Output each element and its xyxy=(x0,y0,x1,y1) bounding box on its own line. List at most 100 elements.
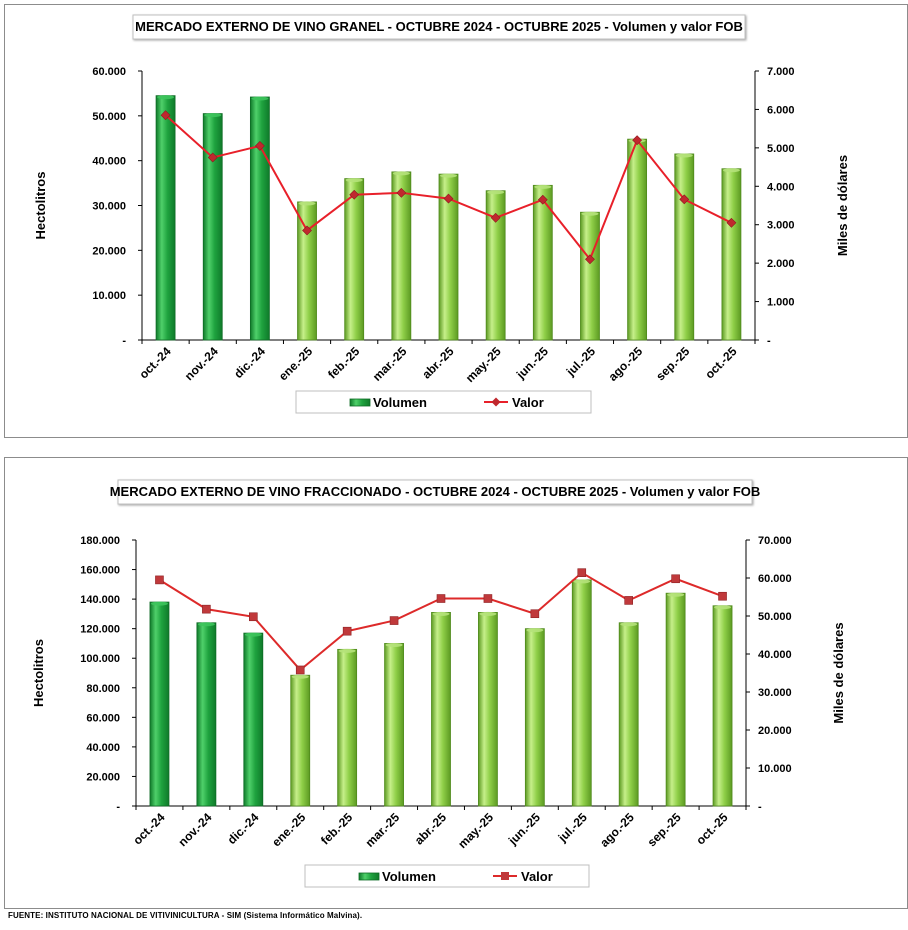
x-tick-label: mar.-25 xyxy=(370,344,410,384)
right-tick-label: 20.000 xyxy=(758,725,792,737)
bar-top-highlight xyxy=(338,648,356,653)
x-tick-label: jun.-25 xyxy=(505,810,543,848)
value-point xyxy=(342,626,352,636)
x-tick-label: oct.-24 xyxy=(130,810,167,847)
chart-title: MERCADO EXTERNO DE VINO FRACCIONADO - OC… xyxy=(110,484,761,499)
bar-top-highlight xyxy=(385,642,403,647)
value-point xyxy=(396,187,407,198)
right-tick-label: 3.000 xyxy=(767,220,795,232)
x-tick-label: nov.-24 xyxy=(176,810,215,849)
legend-value-label: Valor xyxy=(512,395,544,410)
bar-top-highlight xyxy=(432,611,450,616)
bar-top-highlight xyxy=(479,611,497,616)
right-tick-label: 60.000 xyxy=(758,573,792,585)
volume-bar xyxy=(674,153,695,341)
bar-top-highlight xyxy=(440,173,457,178)
bar-top-highlight xyxy=(298,201,316,206)
x-tick-label: ene.-25 xyxy=(269,810,308,849)
x-tick-label: oct.-25 xyxy=(693,810,730,847)
left-tick-label: 80.000 xyxy=(86,683,120,695)
right-tick-label: 5.000 xyxy=(767,143,795,155)
volume-bar xyxy=(571,579,592,807)
bar-top-highlight xyxy=(526,628,544,633)
value-point xyxy=(585,254,595,265)
legend-volume-swatch xyxy=(349,398,371,407)
value-point xyxy=(726,217,737,228)
x-tick-label: sep.-25 xyxy=(645,810,684,849)
left-tick-label: 120.000 xyxy=(80,624,120,636)
value-point xyxy=(249,612,258,622)
bar-top-highlight xyxy=(722,168,740,173)
chart-title-box xyxy=(117,479,753,505)
chart-title: MERCADO EXTERNO DE VINO GRANEL - OCTUBRE… xyxy=(135,19,743,34)
x-tick-label: feb.-25 xyxy=(325,344,362,381)
bar-top-highlight xyxy=(581,211,599,216)
bar-top-highlight xyxy=(534,184,552,189)
right-tick-label: 70.000 xyxy=(758,535,792,547)
value-point xyxy=(160,110,171,121)
legend-box xyxy=(304,864,590,888)
y-axis-label: Hectolitros xyxy=(33,172,48,240)
left-tick-label: 10.000 xyxy=(92,290,126,302)
volume-bar xyxy=(337,648,358,807)
x-tick-label: mar.-25 xyxy=(363,810,403,850)
x-tick-label: feb.-25 xyxy=(318,810,355,847)
volume-bar xyxy=(478,612,498,807)
x-tick-label: oct.-24 xyxy=(136,344,173,381)
volume-bar xyxy=(384,643,404,807)
value-point xyxy=(483,594,493,603)
right-tick-label: 2.000 xyxy=(767,258,795,270)
left-tick-label: - xyxy=(122,335,126,347)
left-tick-label: 100.000 xyxy=(80,653,120,665)
left-tick-label: - xyxy=(116,801,120,813)
x-tick-label: abr.-25 xyxy=(419,344,456,381)
legend-volume-swatch xyxy=(358,872,380,881)
volume-bar xyxy=(297,201,317,341)
x-tick-label: abr.-25 xyxy=(412,810,449,847)
right-tick-label: - xyxy=(758,801,762,813)
right-tick-label: 50.000 xyxy=(758,611,792,623)
left-tick-label: 160.000 xyxy=(80,565,120,577)
legend-volume-label: Volumen xyxy=(382,869,436,884)
value-point xyxy=(254,141,265,151)
bar-top-highlight xyxy=(204,113,222,118)
bar-top-highlight xyxy=(392,171,410,176)
right-tick-label: 30.000 xyxy=(758,687,792,699)
value-point xyxy=(718,591,727,601)
value-point xyxy=(671,574,680,584)
left-tick-label: 140.000 xyxy=(80,594,120,606)
value-point xyxy=(537,194,548,205)
volume-bar xyxy=(524,628,545,807)
value-point xyxy=(302,225,312,236)
x-tick-label: may.-25 xyxy=(455,810,496,851)
volume-bar xyxy=(149,601,170,807)
right-tick-label: - xyxy=(767,335,771,347)
bar-top-highlight xyxy=(667,592,685,597)
volume-bar xyxy=(249,96,270,341)
x-tick-label: ene.-25 xyxy=(276,344,315,383)
y2-axis-label: Miles de dólares xyxy=(831,622,846,723)
x-tick-label: jul.-25 xyxy=(563,344,598,379)
left-tick-label: 30.000 xyxy=(92,201,126,213)
volume-bar xyxy=(580,211,600,341)
bar-top-highlight xyxy=(150,601,168,606)
bar-top-highlight xyxy=(244,632,262,637)
left-tick-label: 180.000 xyxy=(80,535,120,547)
value-point xyxy=(436,594,446,603)
x-tick-label: sep.-25 xyxy=(653,344,692,383)
right-tick-label: 1.000 xyxy=(767,297,795,309)
granel-chart-panel: MERCADO EXTERNO DE VINO GRANEL - OCTUBRE… xyxy=(4,4,908,438)
bar-top-highlight xyxy=(345,178,363,183)
value-point xyxy=(624,596,633,605)
volume-bar xyxy=(721,168,742,341)
value-point xyxy=(202,604,211,614)
volume-bar xyxy=(155,95,176,341)
x-tick-label: nov.-24 xyxy=(182,344,221,383)
granel-chart: MERCADO EXTERNO DE VINO GRANEL - OCTUBRE… xyxy=(33,14,850,414)
x-tick-label: dic.-24 xyxy=(225,810,262,847)
bar-top-highlight xyxy=(675,153,693,158)
bar-top-highlight xyxy=(197,622,215,627)
value-point xyxy=(295,665,305,675)
source-note: FUENTE: INSTITUTO NACIONAL DE VITIVINICU… xyxy=(8,911,363,920)
value-point xyxy=(530,609,540,619)
